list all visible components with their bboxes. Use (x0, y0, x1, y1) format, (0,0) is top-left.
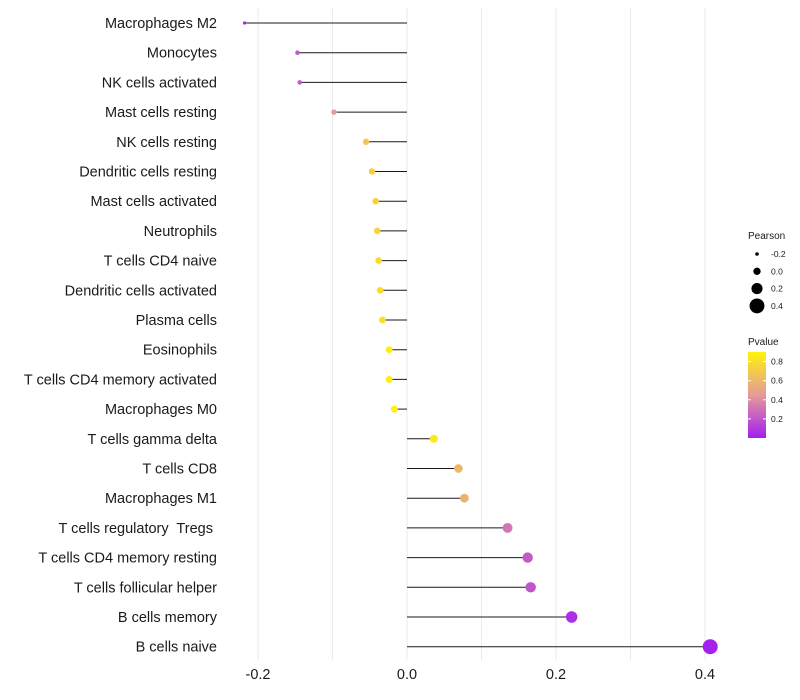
lollipop-point (522, 552, 533, 563)
color-legend-label: 0.6 (771, 376, 783, 386)
lollipop-point (372, 197, 379, 205)
category-label: Monocytes (147, 46, 217, 62)
category-label: NK cells resting (116, 135, 217, 151)
size-legend-label: -0.2 (771, 249, 786, 259)
category-labels: Macrophages M2 Monocytes NK cells activate… (24, 16, 218, 656)
category-label: B cells memory (118, 610, 218, 626)
x-tick-label: 0.4 (695, 667, 715, 683)
lollipop-point (375, 257, 383, 264)
legend: Pearson -0.20.00.20.4 Pvalue 0.80.60.40.… (748, 231, 786, 438)
lollipop-point (390, 405, 398, 413)
lollipop-point (385, 375, 393, 383)
category-label: T cells regulatory Tregs (59, 521, 218, 537)
category-label: Dendritic cells activated (65, 283, 217, 299)
lollipop-point (297, 80, 303, 85)
size-legend-label: 0.4 (771, 301, 783, 311)
lollipop-point (702, 639, 718, 655)
category-label: T cells CD4 naive (104, 254, 217, 270)
category-label: B cells naive (136, 640, 217, 656)
color-legend-label: 0.2 (771, 414, 783, 424)
x-tick-label: -0.2 (246, 667, 271, 683)
size-legend-items: -0.2 0.0 0.2 0.4 (749, 249, 786, 314)
category-label: NK cells activated (102, 75, 217, 91)
category-label: Macrophages M1 (105, 491, 217, 507)
x-tick-label: 0.0 (397, 667, 417, 683)
lollipop-point (368, 168, 376, 175)
category-label: Eosinophils (143, 343, 217, 359)
size-legend-dot (753, 267, 761, 275)
category-label: T cells CD4 memory resting (38, 551, 217, 567)
category-label: T cells follicular helper (74, 580, 217, 596)
size-legend-dot (751, 283, 763, 295)
lollipop-point (385, 346, 393, 354)
lollipop-point (242, 21, 247, 25)
x-tick-label: 0.2 (546, 667, 566, 683)
lollipop-point (565, 611, 578, 623)
lollipop-point (502, 522, 513, 533)
category-label: Neutrophils (144, 224, 217, 240)
point-layer (242, 21, 718, 655)
category-label: T cells gamma delta (88, 432, 218, 448)
size-legend-dot (749, 298, 765, 314)
lollipop-point (379, 316, 386, 324)
lollipop-point (362, 138, 370, 145)
category-label: Macrophages M2 (105, 16, 217, 32)
lollipop-point (373, 227, 381, 235)
category-label: Plasma cells (136, 313, 217, 329)
grid-layer (257, 8, 706, 660)
size-legend-label: 0.2 (771, 284, 783, 294)
lollipop-point (454, 464, 463, 473)
x-axis-ticks: -0.2 0.0 0.2 0.4 (246, 667, 716, 683)
category-label: Macrophages M0 (105, 402, 217, 418)
color-legend-title: Pvalue (748, 337, 779, 348)
category-label: Mast cells resting (105, 105, 217, 121)
lollipop-point (376, 286, 384, 294)
color-legend-label: 0.4 (771, 395, 783, 405)
lollipop-point (429, 434, 438, 443)
category-label: Dendritic cells resting (79, 165, 217, 181)
stem-layer (244, 22, 711, 648)
category-label: T cells CD8 (142, 462, 217, 478)
color-legend-label: 0.8 (771, 357, 783, 367)
size-legend-label: 0.0 (771, 266, 783, 276)
color-legend-items: 0.8 0.6 0.4 0.2 (748, 357, 783, 424)
size-legend-dot (755, 252, 759, 256)
category-label: Mast cells activated (90, 194, 217, 210)
lollipop-point (525, 582, 536, 593)
lollipop-point (459, 493, 469, 503)
lollipop-point (295, 50, 300, 55)
category-label: T cells CD4 memory activated (24, 372, 217, 388)
size-legend-title: Pearson (748, 231, 785, 242)
color-legend-bar (748, 352, 766, 438)
lollipop-point (331, 109, 337, 115)
